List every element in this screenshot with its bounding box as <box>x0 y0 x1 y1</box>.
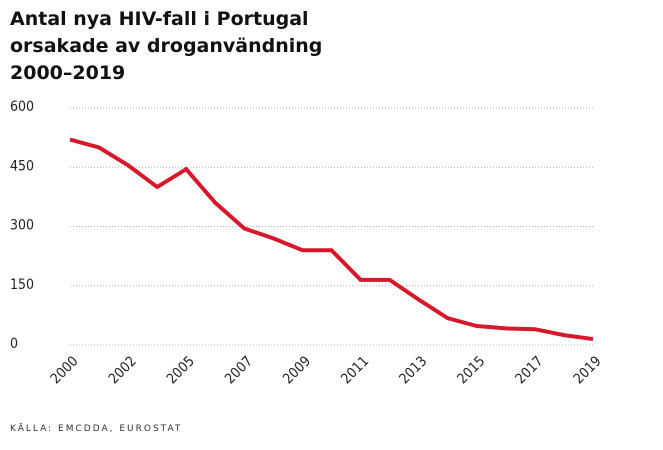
x-tick-label: 2011 <box>338 353 372 387</box>
x-tick-label: 2007 <box>222 353 256 387</box>
chart: 0 150 300 450 600 2000 2002 2005 2007 2009 2011 201… <box>10 99 605 387</box>
source: KÄLLA: EMCDDA, EUROSTAT <box>10 424 183 434</box>
y-tick-label: 450 <box>10 158 34 174</box>
y-tick-label: 0 <box>10 336 18 352</box>
x-tick-label: 2015 <box>454 353 488 387</box>
x-tick-label: 2005 <box>164 353 198 387</box>
x-tick-label: 2013 <box>396 353 430 387</box>
y-tick-label: 150 <box>10 277 34 293</box>
x-tick-label: 2009 <box>280 353 314 387</box>
y-tick-label: 300 <box>10 218 34 234</box>
y-tick-label: 600 <box>10 99 34 115</box>
x-tick-label: 2017 <box>513 353 547 387</box>
x-tick-label: 2000 <box>48 353 82 387</box>
data-line <box>69 137 594 342</box>
chart-title: Antal nya HIV-fall i Portugal orsakade a… <box>10 8 323 84</box>
x-tick-label: 2002 <box>106 353 140 387</box>
x-tick-label: 2019 <box>571 353 605 387</box>
